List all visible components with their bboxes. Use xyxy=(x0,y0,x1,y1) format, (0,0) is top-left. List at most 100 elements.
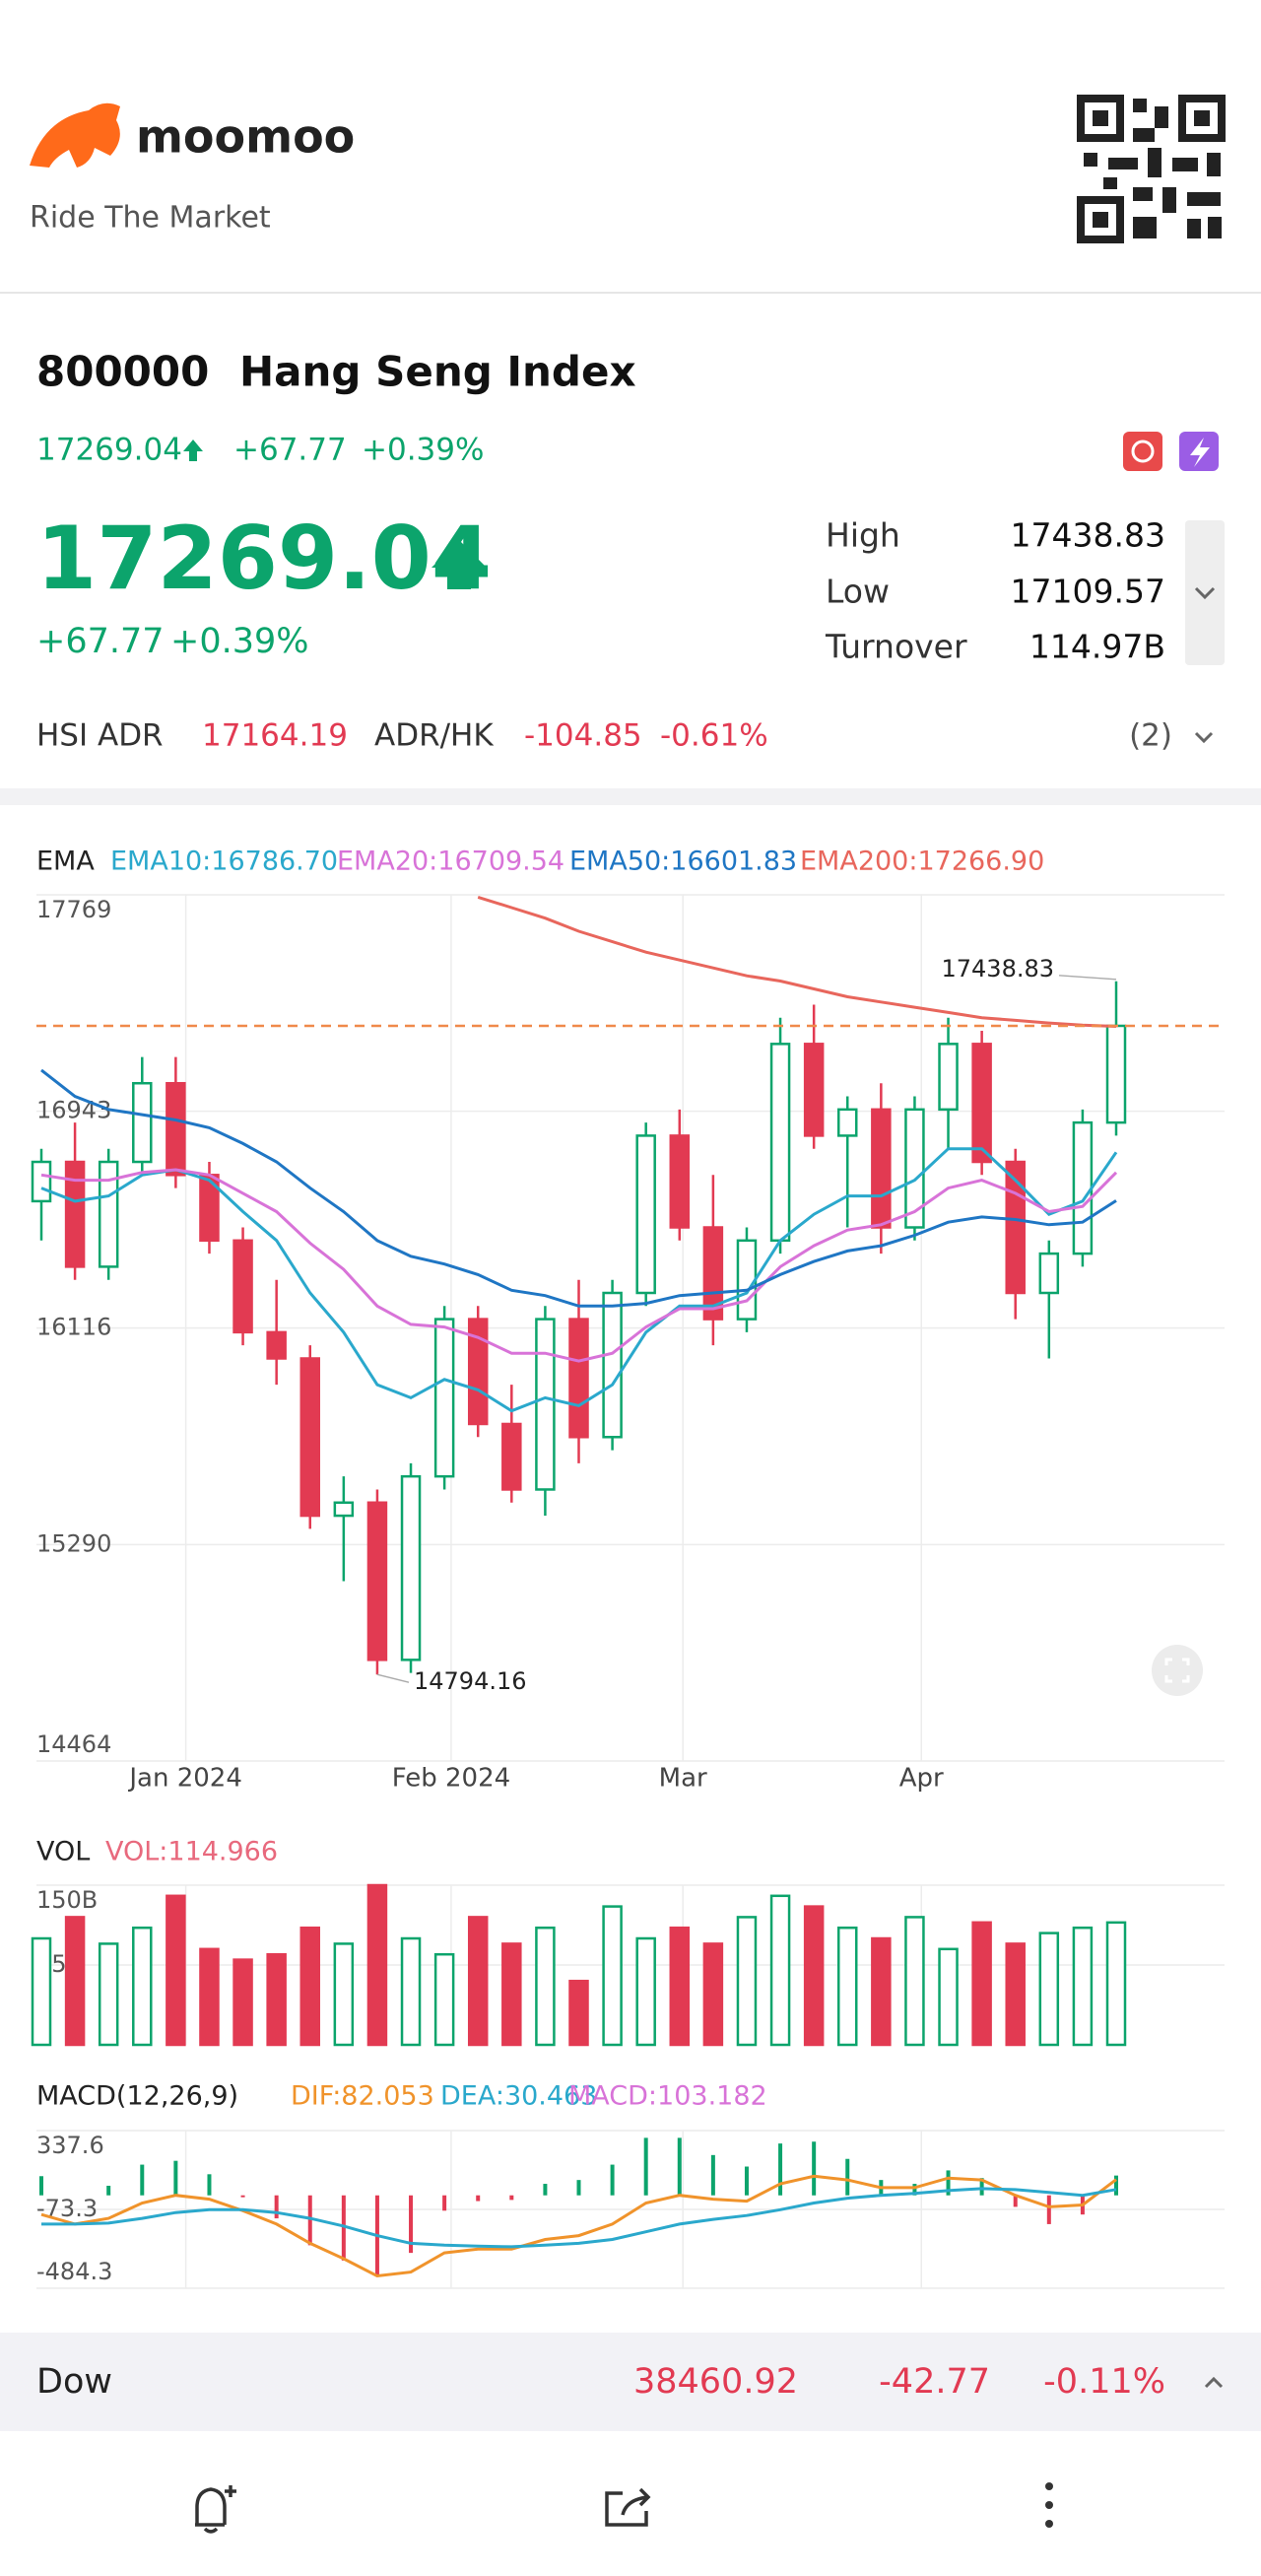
stat-value: 17438.83 xyxy=(1011,516,1165,555)
fullscreen-icon[interactable] xyxy=(1164,1658,1190,1683)
volume-bar xyxy=(199,1947,220,2047)
adr-hk-change: -104.85 xyxy=(524,718,642,754)
more-count[interactable]: (2) xyxy=(1129,718,1172,754)
volume-bar xyxy=(333,1942,355,2047)
candle-body xyxy=(904,1108,925,1229)
candle-body xyxy=(333,1501,355,1518)
stock-code: 800000 xyxy=(36,348,209,396)
candle-body xyxy=(837,1108,858,1137)
candle-body xyxy=(535,1318,556,1491)
volume-bar xyxy=(535,1926,556,2047)
candle-body xyxy=(702,1226,724,1321)
legend-entry: DEA:30.463 xyxy=(440,2081,597,2112)
legend-entry: EMA200:17266.90 xyxy=(800,847,1044,877)
y-tick-label: 337.6 xyxy=(36,2132,104,2159)
volume-title: VOL xyxy=(36,1837,90,1867)
candle-body xyxy=(266,1330,287,1360)
candle-body xyxy=(938,1043,959,1112)
volume-bar xyxy=(400,1936,422,2047)
y-tick-label: 14464 xyxy=(36,1730,111,1758)
up-arrow-large xyxy=(431,540,487,589)
ticker-change-pct: -0.11% xyxy=(1043,2362,1165,2402)
volume-bar xyxy=(31,1936,52,2047)
ema-line xyxy=(477,895,1117,1028)
adr-label: HSI ADR xyxy=(36,718,164,754)
stat-label: High xyxy=(826,516,900,555)
indicator-title: EMA xyxy=(36,847,95,877)
price-small: 17269.04 xyxy=(36,433,182,468)
volume-bar xyxy=(299,1926,320,2047)
change: +67.77 xyxy=(36,622,165,661)
ema-line xyxy=(40,1147,1118,1413)
more-button[interactable] xyxy=(1045,2482,1053,2528)
volume-bar xyxy=(366,1883,388,2047)
candle-body xyxy=(602,1291,623,1439)
volume-bar xyxy=(803,1905,825,2047)
fullscreen-button[interactable] xyxy=(1152,1645,1203,1696)
volume-bar xyxy=(904,1916,925,2047)
volume-bar xyxy=(1038,1932,1060,2047)
chevron[interactable] xyxy=(1194,731,1214,744)
volume-bar xyxy=(166,1894,186,2047)
volume-bar xyxy=(1072,1926,1094,2047)
candle-body xyxy=(166,1081,186,1177)
y-tick-label: 16116 xyxy=(36,1314,111,1341)
volume-legend: VOL:114.966 xyxy=(105,1837,278,1867)
volume-bar xyxy=(669,1926,691,2047)
y-tick-label: 150B xyxy=(36,1886,98,1914)
y-tick-label: -484.3 xyxy=(36,2258,112,2285)
candle-body xyxy=(232,1239,253,1334)
adr-hk-label: ADR/HK xyxy=(374,718,494,754)
legend-entry: EMA20:16709.54 xyxy=(337,847,564,877)
candle-body xyxy=(132,1081,153,1164)
volume-bar xyxy=(769,1894,791,2047)
stats: High 17438.83 Low 17109.57 Turnover 114.… xyxy=(825,516,1165,666)
candle-body xyxy=(501,1422,522,1491)
volume-bar xyxy=(938,1947,959,2047)
market-icons xyxy=(1123,432,1219,471)
volume-bar xyxy=(871,1936,892,2047)
chart: 17769 16943 16116 15290 14464 Jan 2024 Feb 202… xyxy=(31,847,1225,2289)
adr-hk-pct: -0.61% xyxy=(660,718,768,754)
candle-body xyxy=(299,1357,320,1518)
ticker-bar[interactable] xyxy=(0,2333,1261,2431)
logo-icon xyxy=(30,102,120,168)
change-pct-small: +0.39% xyxy=(362,433,484,468)
legend-entry: DIF:82.053 xyxy=(291,2081,434,2112)
brand: moomoo xyxy=(136,110,355,164)
candle-body xyxy=(635,1134,656,1295)
stock-name: Hang Seng Index xyxy=(239,348,636,396)
qr-code xyxy=(1077,95,1226,243)
y-tick-label: 17769 xyxy=(36,896,111,923)
volume-bar xyxy=(467,1916,489,2047)
candle-body xyxy=(669,1134,691,1229)
volume-bar xyxy=(1105,1921,1127,2047)
candle-body xyxy=(400,1474,422,1661)
y-tick-label: 16943 xyxy=(36,1097,111,1124)
volume-bar xyxy=(702,1942,724,2047)
candle-body xyxy=(568,1318,589,1439)
volume-bar xyxy=(837,1926,858,2047)
x-tick-label: Apr xyxy=(899,1764,944,1794)
candle-body xyxy=(433,1318,455,1478)
logo: moomoo xyxy=(30,102,355,168)
volume-bar xyxy=(132,1926,153,2047)
volume-bar xyxy=(433,1952,455,2047)
share-button[interactable] xyxy=(605,2487,651,2527)
volume-bar xyxy=(736,1916,758,2047)
expand-stats[interactable] xyxy=(1185,520,1225,665)
candle-body xyxy=(1038,1252,1060,1295)
chevron-up[interactable] xyxy=(1204,2376,1224,2389)
volume-bar xyxy=(501,1942,522,2047)
change-small: +67.77 xyxy=(233,433,347,468)
x-tick-label: Jan 2024 xyxy=(127,1764,242,1794)
stat-label: Low xyxy=(826,573,890,611)
candle-body xyxy=(1105,1024,1127,1124)
legend-entry: EMA50:16601.83 xyxy=(569,847,797,877)
candle-body xyxy=(971,1043,992,1164)
alert-button[interactable] xyxy=(195,2485,236,2534)
tagline: Ride The Market xyxy=(30,201,271,236)
volume-bar xyxy=(266,1952,287,2047)
macd-line xyxy=(41,2187,1117,2249)
